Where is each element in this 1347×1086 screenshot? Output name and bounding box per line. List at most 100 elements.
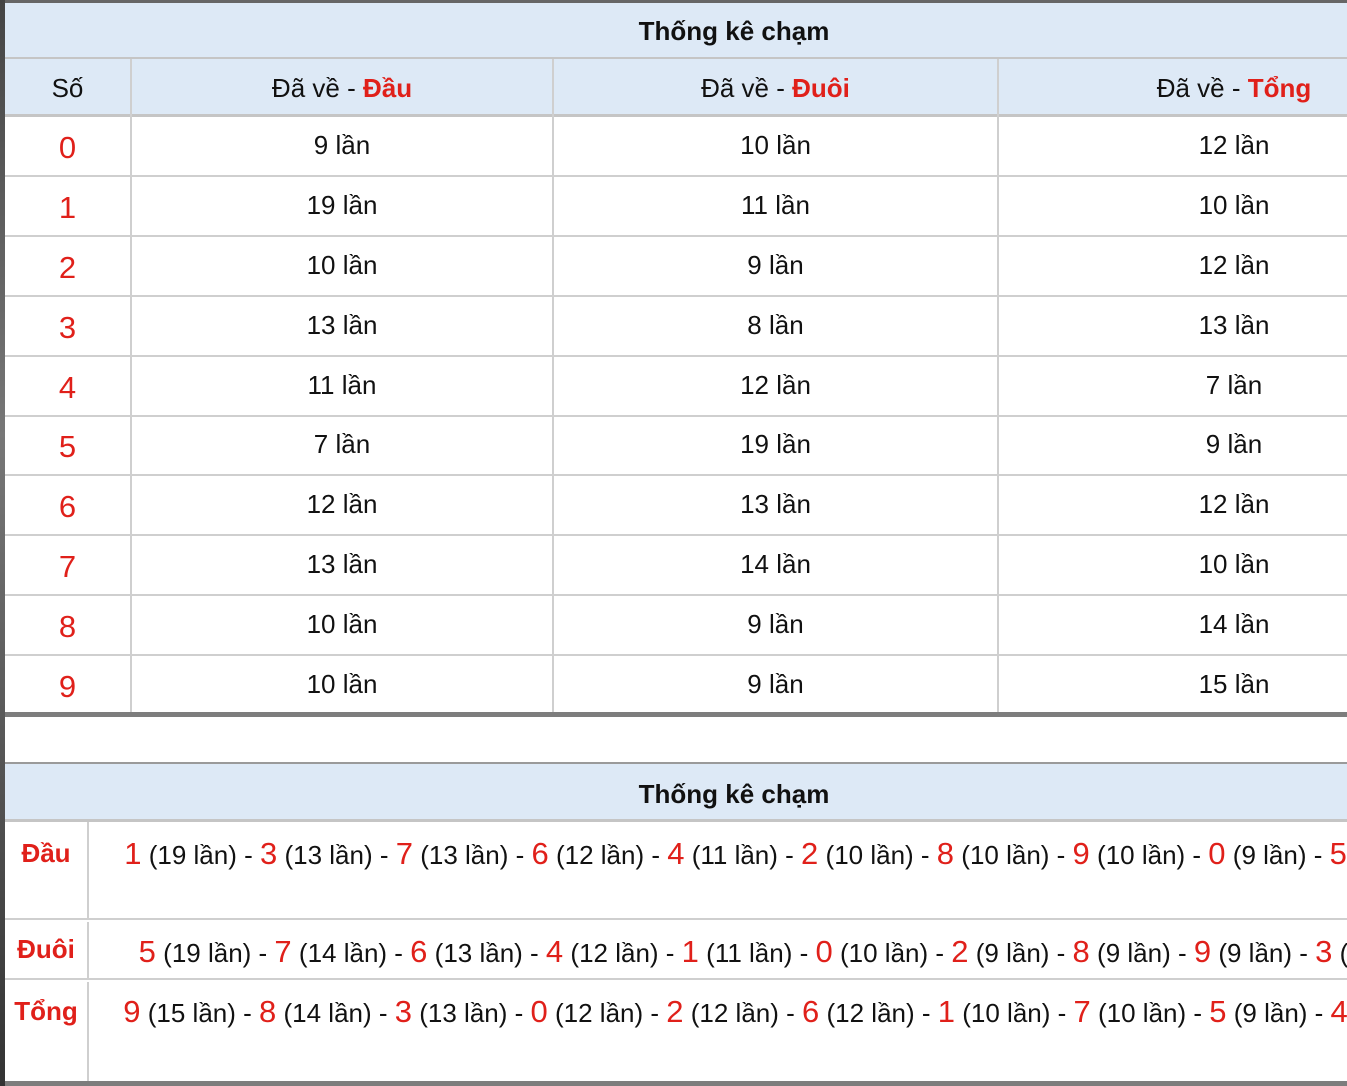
ranking-count: (10 lần): [962, 998, 1051, 1028]
header-so: Số: [51, 73, 84, 103]
ranking-digit: 5: [1329, 836, 1347, 871]
ranking-digit: 8: [1072, 934, 1090, 969]
ranking-count: (13 lần): [434, 938, 523, 968]
ranking-count: (10 lần): [839, 938, 929, 968]
table-row: 5 7 lần 19 lần 9 lần: [5, 416, 1347, 476]
ranking-digit: 3: [1315, 934, 1333, 969]
ranking-item: 1 (19 lần): [124, 836, 237, 871]
ranking-item: 4 (12 lần): [546, 934, 659, 969]
ranking-count: (13 lần): [419, 998, 508, 1028]
header-dau-label: Đầu: [362, 73, 413, 103]
ranking-row-label: Tổng: [14, 996, 78, 1026]
ranking-digit: 5: [1209, 994, 1227, 1029]
column-divider: [87, 822, 89, 920]
ranking-item: 2 (12 lần): [666, 994, 779, 1029]
ranking-item: 5 (7 lần): [1330, 836, 1347, 871]
ranking-item: 4 (11 lần): [667, 836, 778, 871]
ranking-count: (10 lần): [825, 840, 914, 870]
ranking-digit: 0: [530, 994, 548, 1029]
ranking-digit: 6: [802, 994, 820, 1029]
ranking-count: (10 lần): [961, 840, 1050, 870]
ranking-item: 3 (13 lần): [260, 836, 373, 871]
ranking-digit: 1: [681, 934, 699, 969]
header-duoi: Đã về - Đuôi: [554, 59, 997, 114]
ranking-digit: 4: [1330, 994, 1347, 1029]
ranking-item: 0 (12 lần): [531, 994, 644, 1029]
ranking-count: (11 lần): [706, 938, 793, 968]
table-row: 3 13 lần 8 lần 13 lần: [5, 297, 1347, 357]
ranking-count: (9 lần): [975, 938, 1050, 968]
ranking-digit: 0: [815, 934, 833, 969]
ranking-item: 0 (9 lần): [1208, 836, 1306, 871]
ranking-digit: 7: [1073, 994, 1091, 1029]
row-duoi-count: 9 lần: [747, 609, 804, 639]
ranking-item: 8 (10 lần): [937, 836, 1050, 871]
ranking-item: 8 (9 lần): [1073, 934, 1171, 969]
ranking-count: (12 lần): [570, 938, 659, 968]
table-row: 7 13 lần 14 lần 10 lần: [5, 536, 1347, 596]
ranking-item: 2 (9 lần): [951, 934, 1050, 969]
ranking-digit: 7: [274, 934, 292, 969]
ranking-count: (14 lần): [298, 938, 388, 968]
touch-ranking-table: Thống kê chạm Đầu 1 (19 lần) - 3 (13 lần)…: [5, 762, 1347, 1086]
row-number: 6: [58, 489, 77, 524]
ranking-digit: 9: [123, 994, 141, 1029]
row-tong-count: 12 lần: [1198, 250, 1270, 280]
ranking-count: (19 lần): [163, 938, 252, 968]
ranking-sequence: 9 (15 lần) - 8 (14 lần) - 3 (13 lần) - 0…: [101, 992, 1347, 1033]
row-number: 3: [58, 310, 77, 345]
ranking-item: 6 (12 lần): [802, 994, 915, 1029]
ranking-digit: 2: [666, 994, 684, 1029]
ranking-sequence: 5 (19 lần) - 7 (14 lần) - 6 (13 lần) - 4…: [101, 932, 1347, 973]
row-tong-count: 15 lần: [1198, 669, 1270, 699]
ranking-item: 0 (10 lần): [816, 934, 929, 969]
ranking-count: (11 lần): [691, 840, 778, 870]
row-duoi-count: 13 lần: [740, 489, 811, 519]
row-number: 1: [58, 190, 77, 225]
row-dau-count: 19 lần: [306, 190, 378, 220]
row-dau-count: 10 lần: [306, 250, 378, 280]
ranking-item: 1 (10 lần): [938, 994, 1051, 1029]
table-row: 0 9 lần 10 lần 12 lần: [5, 117, 1347, 177]
ranking-item: 5 (9 lần): [1209, 994, 1307, 1029]
ranking-digit: 1: [937, 994, 955, 1029]
ranking-digit: 6: [531, 836, 549, 871]
row-tong-count: 12 lần: [1198, 130, 1270, 160]
column-divider: [552, 59, 554, 712]
header-tong-prefix: Đã về -: [1156, 73, 1248, 103]
header-tong: Đã về - Tổng: [999, 59, 1347, 114]
ranking-digit: 6: [410, 934, 428, 969]
ranking-digit: 3: [394, 994, 412, 1029]
window-left-edge: [0, 0, 5, 1086]
table-row: 8 10 lần 9 lần 14 lần: [5, 596, 1347, 656]
column-divider: [997, 59, 999, 712]
ranking-item: 6 (12 lần): [531, 836, 644, 871]
ranking-digit: 2: [951, 934, 969, 969]
ranking-digit: 8: [259, 994, 277, 1029]
window-top-edge: [0, 0, 1347, 3]
header-duoi-label: Đuôi: [792, 73, 850, 103]
ranking-sequence: 1 (19 lần) - 3 (13 lần) - 7 (13 lần) - 6…: [101, 834, 1347, 875]
row-dau-count: 13 lần: [306, 549, 378, 579]
row-dau-count: 10 lần: [306, 669, 378, 699]
ranking-item: 6 (13 lần): [410, 934, 523, 969]
row-dau-count: 7 lần: [313, 429, 371, 459]
row-duoi-count: 9 lần: [747, 669, 804, 699]
ranking-digit: 3: [259, 836, 278, 871]
ranking-item: 9 (9 lần): [1194, 934, 1292, 969]
row-dau-count: 10 lần: [306, 609, 378, 639]
ranking-row: Đầu 1 (19 lần) - 3 (13 lần) - 7 (13 lần) …: [5, 822, 1347, 920]
row-duoi-count: 12 lần: [740, 370, 811, 400]
row-dau-count: 12 lần: [306, 489, 378, 519]
ranking-digit: 4: [545, 934, 564, 969]
row-number: 9: [58, 669, 77, 704]
ranking-row-label: Đầu: [21, 838, 71, 868]
ranking-row: Tổng 9 (15 lần) - 8 (14 lần) - 3 (13 lần)…: [5, 982, 1347, 1082]
ranking-item: 7 (13 lần): [396, 836, 509, 871]
table-title: Thống kê chạm: [5, 3, 1347, 59]
header-dau: Đã về - Đầu: [132, 59, 552, 114]
ranking-digit: 0: [1208, 836, 1226, 871]
row-number: 4: [58, 370, 77, 405]
row-tong-count: 10 lần: [1198, 190, 1270, 220]
ranking-count: (13 lần): [284, 840, 373, 870]
